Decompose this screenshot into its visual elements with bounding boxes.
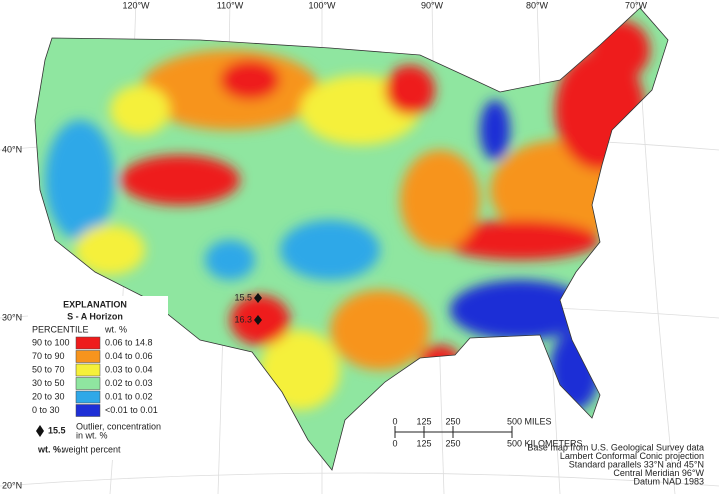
scale-km-label: 125 [416,438,431,448]
legend-range: 0.04 to 0.06 [105,351,153,361]
percentile-header: PERCENTILE [32,324,89,334]
labels: 120°W 110°W 100°W 90°W 80°W 70°W 40°N 30°N 20°N E… [2,0,704,490]
legend-range: <0.01 to 0.01 [105,405,158,415]
latitude-label: 30°N [2,312,22,322]
legend-percentile: 70 to 90 [32,351,65,361]
latitude-label: 40°N [2,144,22,154]
scale-mile-label: 0 [392,416,397,426]
credit-line: Datum NAD 1983 [633,476,704,486]
legend-percentile: 20 to 30 [32,391,65,401]
unit-header: wt. % [104,324,127,334]
outlier-symbol-label: 15.5 [48,425,66,435]
longitude-label: 80°W [526,0,549,10]
longitude-label: 70°W [625,0,648,10]
credit-line: Base map from U.S. Geological Survey dat… [527,442,704,452]
outlier-text: in wt. % [76,430,108,440]
outlier-text: Outlier, concentration [76,421,161,431]
legend-swatch [75,390,101,404]
legend-swatch [75,363,101,377]
longitude-label: 110°W [217,0,244,10]
scale-mile-label: 500 MILES [507,416,552,426]
legend-percentile: 30 to 50 [32,378,65,388]
legend-percentile: 90 to 100 [32,337,70,347]
legend-range: 0.02 to 0.03 [105,378,153,388]
scale-km-label: 0 [392,438,397,448]
legend-swatch [75,350,101,363]
outlier-label: 15.5 [234,292,252,302]
scale-mile-label: 250 [445,416,460,426]
legend-percentile: 0 to 30 [32,405,60,415]
legend-swatch [75,404,101,417]
legend-title: EXPLANATION [63,299,127,309]
credit-line: Central Meridian 96°W [613,468,704,478]
legend-range: 0.01 to 0.02 [105,391,153,401]
outlier-marker [254,315,262,325]
legend-swatch [75,336,101,350]
legend-percentile: 50 to 70 [32,364,65,374]
legend-subtitle: S - A Horizon [67,311,123,321]
outlier-symbol [36,425,44,437]
scale-mile-label: 125 [416,416,431,426]
outlier-marker [254,293,262,303]
outlier-label: 16.3 [234,314,252,324]
note-key: wt. %: [37,444,64,454]
scale-km-label: 500 KILOMETERS [507,438,583,448]
credit-line: Standard parallels 33°N and 45°N [569,459,704,469]
scale-km-label: 250 [445,438,460,448]
legend-swatch [75,377,101,390]
longitude-label: 100°W [308,0,336,10]
longitude-label: 90°W [421,0,444,10]
legend-range: 0.06 to 14.8 [105,337,153,347]
legend-range: 0.03 to 0.04 [105,364,153,374]
credit-line: Lambert Conformal Conic projection [560,451,704,461]
note-text: weight percent [61,444,121,454]
longitude-label: 120°W [122,0,150,10]
latitude-label: 20°N [2,480,22,490]
scale-bar [394,426,513,438]
